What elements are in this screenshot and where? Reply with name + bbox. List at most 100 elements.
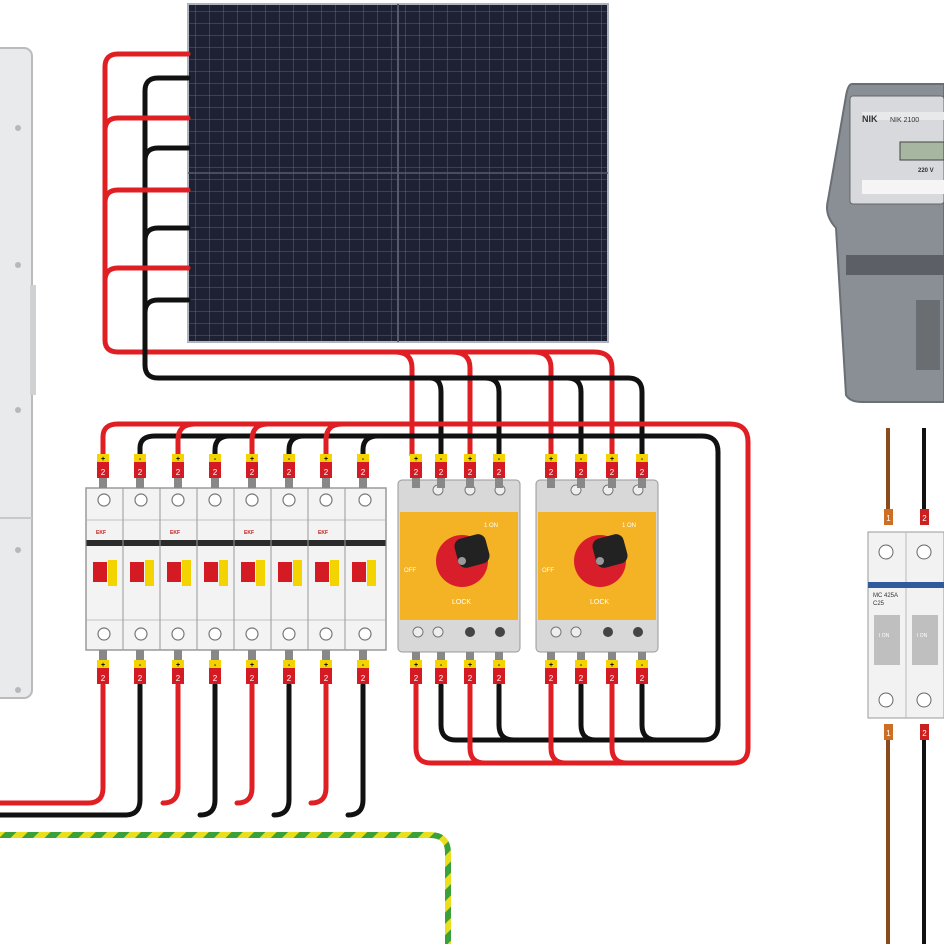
panel-string-wires bbox=[102, 51, 645, 458]
ac-wires bbox=[886, 428, 926, 944]
ferrule: +2 bbox=[172, 650, 184, 684]
svg-text:2: 2 bbox=[250, 674, 255, 683]
dc-disconnect-1: 1 ON OFF LOCK bbox=[397, 479, 521, 653]
svg-text:2: 2 bbox=[439, 674, 444, 683]
svg-text:-: - bbox=[139, 456, 142, 463]
ferrule: -2 bbox=[134, 454, 146, 488]
ferrule: -2 bbox=[283, 454, 295, 488]
breaker-output-wires bbox=[0, 682, 366, 818]
svg-text:-: - bbox=[214, 662, 217, 669]
breaker-handles bbox=[93, 560, 376, 586]
off-label-1: OFF bbox=[404, 568, 416, 574]
meter-brand: NIK bbox=[862, 114, 878, 124]
svg-text:-: - bbox=[288, 456, 291, 463]
ferrule: -2 bbox=[493, 454, 505, 488]
svg-text:2: 2 bbox=[287, 468, 292, 477]
ferrule: +2 bbox=[246, 650, 258, 684]
svg-text:1: 1 bbox=[886, 514, 891, 523]
svg-text:+: + bbox=[468, 662, 472, 669]
svg-text:1: 1 bbox=[886, 729, 891, 738]
ferrule: -2 bbox=[435, 652, 447, 684]
solar-panel bbox=[187, 3, 609, 343]
ferrule: +2 bbox=[246, 454, 258, 488]
inverter bbox=[0, 47, 36, 699]
svg-text:+: + bbox=[250, 662, 254, 669]
svg-text:2: 2 bbox=[138, 468, 143, 477]
ac-on-label-1: I ON bbox=[879, 633, 890, 639]
breaker-screws bbox=[97, 493, 372, 641]
svg-text:-: - bbox=[580, 456, 583, 463]
svg-text:+: + bbox=[101, 662, 105, 669]
svg-text:+: + bbox=[176, 456, 180, 463]
svg-text:-: - bbox=[139, 662, 142, 669]
svg-text:2: 2 bbox=[213, 468, 218, 477]
svg-text:+: + bbox=[468, 456, 472, 463]
svg-text:2: 2 bbox=[497, 468, 502, 477]
lock-label-1: LOCK bbox=[452, 599, 471, 606]
energy-meter: NIK NIK 2100 220 V bbox=[826, 83, 944, 403]
svg-text:+: + bbox=[414, 456, 418, 463]
ferrules-top: +2 -2 +2 -2 +2 -2 +2 -2 +2 -2 +2 -2 +2 -… bbox=[97, 454, 648, 488]
svg-text:2: 2 bbox=[324, 674, 329, 683]
svg-text:+: + bbox=[324, 456, 328, 463]
ferrule: -2 bbox=[357, 454, 369, 488]
ferrule: -2 bbox=[636, 454, 648, 488]
svg-text:2: 2 bbox=[176, 468, 181, 477]
svg-text:-: - bbox=[288, 662, 291, 669]
ferrule: +2 bbox=[464, 652, 476, 684]
svg-text:+: + bbox=[176, 662, 180, 669]
svg-text:2: 2 bbox=[922, 729, 927, 738]
svg-text:2: 2 bbox=[414, 674, 419, 683]
svg-text:2: 2 bbox=[101, 468, 106, 477]
earth-wire bbox=[0, 832, 451, 944]
ferrule: -2 bbox=[209, 454, 221, 488]
on-label-2: 1 ON bbox=[622, 523, 636, 529]
svg-text:-: - bbox=[440, 456, 443, 463]
ferrule: +2 bbox=[97, 454, 109, 488]
svg-text:-: - bbox=[641, 456, 644, 463]
ferrule: -2 bbox=[209, 650, 221, 684]
svg-text:+: + bbox=[610, 662, 614, 669]
svg-text:+: + bbox=[250, 456, 254, 463]
ferrule: -2 bbox=[134, 650, 146, 684]
ferrule: +2 bbox=[606, 454, 618, 488]
ac-breaker-model: MC 425A bbox=[873, 593, 898, 599]
svg-text:2: 2 bbox=[138, 674, 143, 683]
svg-text:2: 2 bbox=[101, 674, 106, 683]
svg-text:-: - bbox=[498, 662, 501, 669]
svg-text:2: 2 bbox=[414, 468, 419, 477]
svg-text:2: 2 bbox=[287, 674, 292, 683]
ferrule: +2 bbox=[172, 454, 184, 488]
svg-text:2: 2 bbox=[468, 674, 473, 683]
breaker-input-wires bbox=[100, 421, 751, 766]
svg-text:2: 2 bbox=[213, 674, 218, 683]
ac-main-breaker: 1 2 MC 425A C25 I ON I ON 1 2 bbox=[867, 509, 944, 740]
svg-text:2: 2 bbox=[324, 468, 329, 477]
ferrule: +2 bbox=[410, 652, 422, 684]
svg-text:2: 2 bbox=[361, 674, 366, 683]
breaker-brand-3: EKF bbox=[244, 530, 254, 536]
breaker-brand-2: EKF bbox=[170, 530, 180, 536]
svg-text:+: + bbox=[549, 456, 553, 463]
svg-text:+: + bbox=[101, 456, 105, 463]
svg-text:-: - bbox=[362, 662, 365, 669]
ferrule: -2 bbox=[575, 454, 587, 488]
ferrule: +2 bbox=[545, 454, 557, 488]
dc-breaker-block: EKF EKF EKF EKF bbox=[85, 487, 387, 651]
ferrule: -2 bbox=[435, 454, 447, 488]
svg-text:2: 2 bbox=[250, 468, 255, 477]
ferrule: +2 bbox=[545, 652, 557, 684]
ferrule: +2 bbox=[320, 650, 332, 684]
ferrule: +2 bbox=[320, 454, 332, 488]
breaker-brand-labels: EKF EKF EKF EKF bbox=[96, 530, 328, 536]
on-label-1: 1 ON bbox=[484, 523, 498, 529]
ferrule: +2 bbox=[410, 454, 422, 488]
ferrule: -2 bbox=[575, 652, 587, 684]
ferrule: +2 bbox=[464, 454, 476, 488]
svg-text:2: 2 bbox=[439, 468, 444, 477]
dc-disconnect-2: 1 ON OFF LOCK bbox=[535, 479, 659, 653]
svg-text:2: 2 bbox=[549, 674, 554, 683]
meter-voltage: 220 V bbox=[918, 168, 934, 174]
ferrule: -2 bbox=[493, 652, 505, 684]
